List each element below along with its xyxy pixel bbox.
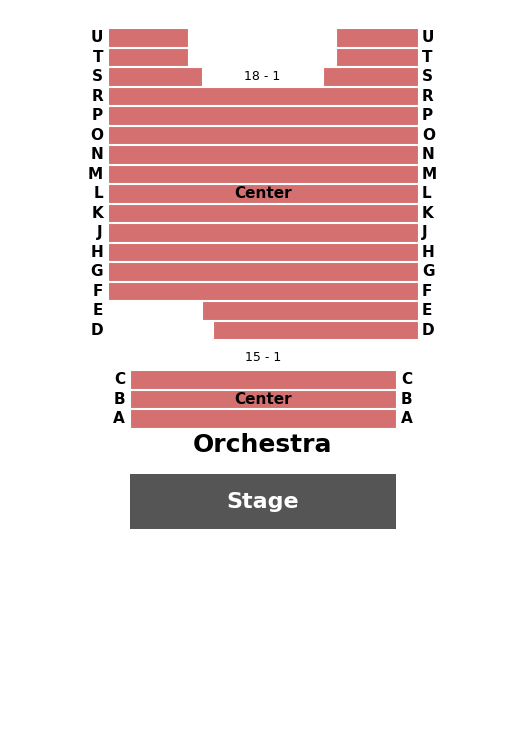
Bar: [108, 223, 418, 242]
Text: Orchestra: Orchestra: [193, 433, 333, 457]
Text: L: L: [422, 186, 432, 201]
Text: M: M: [422, 166, 437, 182]
Text: N: N: [422, 147, 435, 162]
Text: J: J: [422, 225, 428, 240]
Bar: [336, 28, 418, 46]
Text: T: T: [92, 50, 103, 64]
Text: B: B: [401, 392, 413, 406]
Text: K: K: [422, 206, 434, 220]
Bar: [336, 47, 418, 66]
Bar: [108, 164, 418, 183]
Text: D: D: [422, 322, 435, 338]
Bar: [108, 184, 418, 203]
Text: L: L: [93, 186, 103, 201]
Text: U: U: [91, 30, 103, 45]
Bar: [108, 86, 418, 105]
Text: J: J: [97, 225, 103, 240]
Text: C: C: [114, 372, 125, 387]
Text: R: R: [91, 88, 103, 104]
Text: G: G: [422, 264, 435, 279]
Text: B: B: [113, 392, 125, 406]
Text: H: H: [90, 244, 103, 260]
Text: E: E: [422, 303, 433, 318]
Bar: [108, 262, 418, 280]
Bar: [108, 47, 188, 66]
Bar: [108, 106, 418, 124]
Text: E: E: [92, 303, 103, 318]
Text: C: C: [401, 372, 412, 387]
Bar: [108, 145, 418, 164]
Text: D: D: [90, 322, 103, 338]
Text: P: P: [92, 108, 103, 123]
Bar: [202, 301, 418, 320]
Bar: [108, 28, 188, 46]
Text: F: F: [422, 284, 433, 298]
Bar: [130, 389, 396, 408]
Text: A: A: [401, 411, 413, 426]
Text: H: H: [422, 244, 435, 260]
Text: O: O: [422, 128, 435, 142]
Bar: [108, 203, 418, 222]
Text: K: K: [91, 206, 103, 220]
Text: F: F: [92, 284, 103, 298]
Text: S: S: [92, 69, 103, 84]
Text: Center: Center: [234, 392, 292, 406]
Text: 18 - 1: 18 - 1: [244, 70, 281, 83]
Text: 15 - 1: 15 - 1: [245, 351, 281, 364]
Text: N: N: [90, 147, 103, 162]
Bar: [213, 320, 418, 339]
Text: U: U: [422, 30, 434, 45]
Text: P: P: [422, 108, 433, 123]
Bar: [108, 125, 418, 144]
Bar: [130, 409, 396, 428]
Bar: [323, 67, 418, 86]
Text: S: S: [422, 69, 433, 84]
Text: T: T: [422, 50, 433, 64]
Bar: [108, 281, 418, 300]
Text: G: G: [90, 264, 103, 279]
Text: Center: Center: [234, 186, 292, 201]
Text: O: O: [90, 128, 103, 142]
Bar: [130, 370, 396, 388]
Text: A: A: [113, 411, 125, 426]
Bar: [130, 474, 396, 530]
Text: R: R: [422, 88, 434, 104]
Bar: [108, 67, 202, 86]
Bar: [108, 242, 418, 261]
Text: Stage: Stage: [227, 492, 299, 512]
Text: M: M: [88, 166, 103, 182]
